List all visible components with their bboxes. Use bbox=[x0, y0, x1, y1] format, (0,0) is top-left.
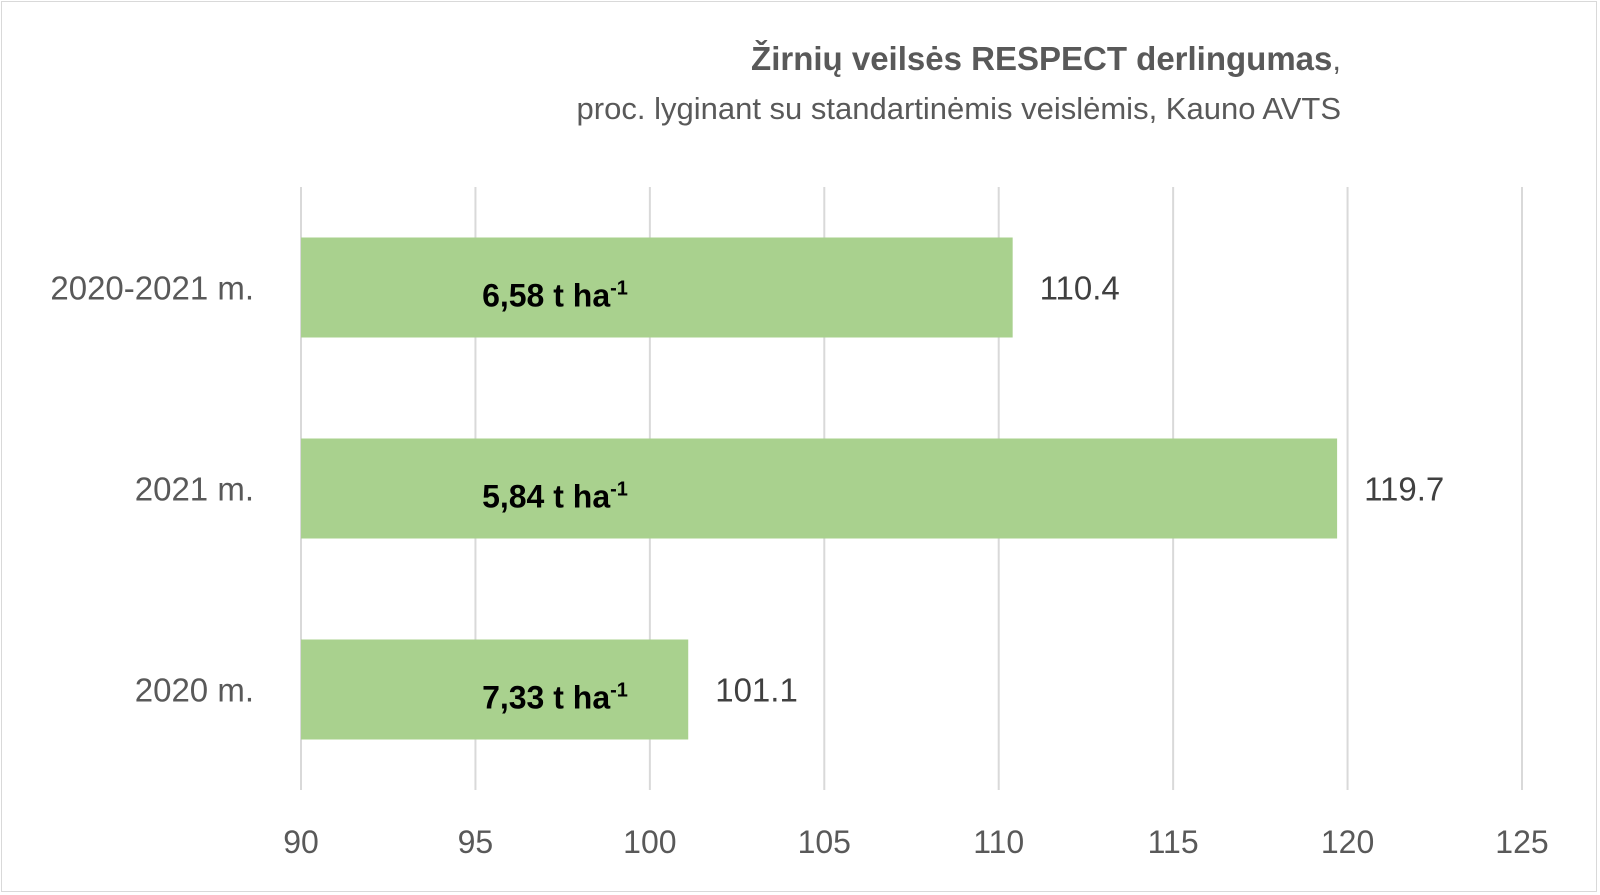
bar-inner-label-text: 5,84 t ha bbox=[482, 479, 610, 515]
chart-title-main: Žirnių veilsės RESPECT derlingumas bbox=[751, 40, 1332, 77]
bar-inner-label-exponent: -1 bbox=[610, 479, 628, 501]
x-tick-label: 110 bbox=[973, 824, 1024, 860]
bar-inner-label-exponent: -1 bbox=[610, 680, 628, 702]
x-tick-label: 100 bbox=[623, 824, 676, 860]
x-tick-label: 105 bbox=[798, 824, 851, 860]
bars bbox=[301, 237, 1338, 740]
x-tick-label: 90 bbox=[283, 824, 319, 860]
x-tick-label: 120 bbox=[1321, 824, 1374, 860]
bar bbox=[301, 237, 1013, 338]
y-category-label: 2020-2021 m. bbox=[50, 270, 254, 307]
x-tick-label: 115 bbox=[1148, 824, 1199, 860]
bar-inner-label-exponent: -1 bbox=[610, 278, 628, 300]
labels: 90 95 100 105 110 115 120 125 2020-2021 m. 110.4 6… bbox=[50, 270, 1548, 861]
bar bbox=[301, 639, 689, 740]
chart-title-suffix: , bbox=[1332, 42, 1341, 77]
chart-title: Žirnių veilsės RESPECT derlingumas, bbox=[751, 40, 1341, 77]
y-category-label: 2020 m. bbox=[135, 672, 254, 709]
chart-subtitle: proc. lyginant su standartinėmis veislėm… bbox=[577, 91, 1341, 126]
bar bbox=[301, 438, 1338, 539]
bar-inner-label: 7,33 t ha-1 bbox=[482, 680, 628, 716]
x-tick-label: 95 bbox=[458, 824, 494, 860]
bar-inner-label-text: 7,33 t ha bbox=[482, 680, 610, 716]
bar-inner-label-text: 6,58 t ha bbox=[482, 278, 610, 314]
data-label: 119.7 bbox=[1364, 471, 1444, 508]
data-label: 110.4 bbox=[1040, 270, 1120, 307]
x-tick-label: 125 bbox=[1495, 824, 1548, 860]
bar-inner-label: 6,58 t ha-1 bbox=[482, 278, 628, 314]
data-label: 101.1 bbox=[715, 672, 798, 709]
y-category-label: 2021 m. bbox=[135, 471, 254, 508]
bar-inner-label: 5,84 t ha-1 bbox=[482, 479, 628, 515]
